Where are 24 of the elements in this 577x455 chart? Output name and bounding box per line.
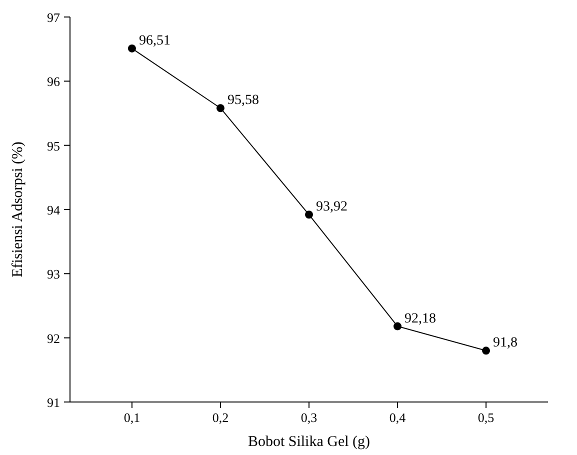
point [394,322,402,330]
data-label: 93,92 [316,200,348,215]
y-tick-label: 97 [47,10,60,25]
y-tick-label: 93 [47,266,60,282]
data-label: 91,8 [493,336,518,351]
x-tick-label: 0,3 [300,410,318,425]
y-axis-title: Efisiensi Adsorpsi (%) [10,142,26,278]
point [305,210,313,219]
x-tick-label: 0,2 [212,410,229,425]
y-tick-label: 95 [47,138,60,154]
y-tick-label: 91 [47,395,60,410]
data-label: 95,58 [227,93,259,108]
point [128,44,136,52]
data-label: 92,18 [404,311,436,326]
y-tick-label: 96 [47,74,60,90]
x-axis-title: Bobot Silika Gel (g) [248,434,370,450]
x-tick-label: 0,1 [124,410,140,425]
y-tick-label: 92 [47,330,60,346]
point [216,104,224,112]
x-tick-label: 0,4 [389,410,406,425]
point [482,346,490,355]
x-tick-label: 0,5 [478,410,494,425]
y-tick-label: 94 [47,202,60,218]
data-label: 96,51 [138,33,170,48]
